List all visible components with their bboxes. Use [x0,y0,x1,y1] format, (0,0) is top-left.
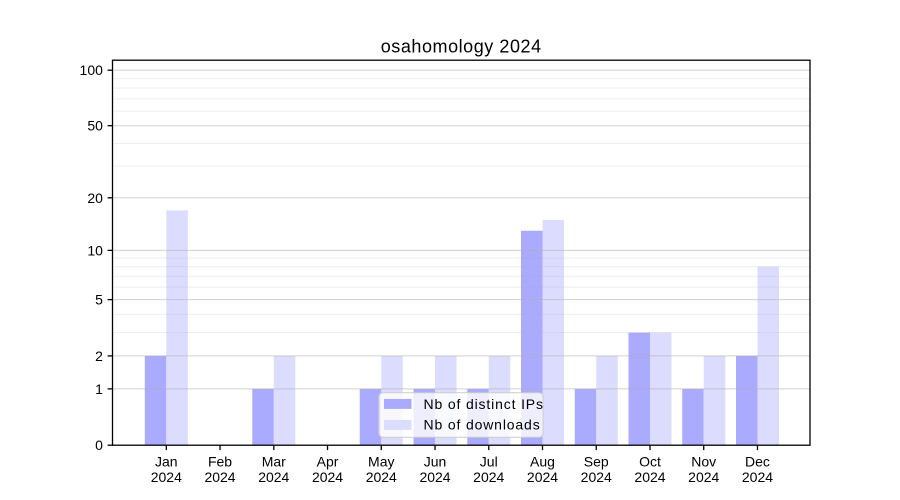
svg-text:2: 2 [95,348,103,364]
svg-text:10: 10 [87,242,103,258]
svg-text:2024: 2024 [204,469,235,485]
svg-text:2024: 2024 [634,469,665,485]
svg-text:Nov: Nov [691,454,716,470]
svg-text:May: May [368,454,394,470]
svg-text:2024: 2024 [419,469,450,485]
svg-text:0: 0 [95,437,103,453]
svg-text:2024: 2024 [581,469,612,485]
svg-text:Aug: Aug [530,454,555,470]
svg-text:Jun: Jun [424,454,447,470]
svg-text:Apr: Apr [317,454,339,470]
svg-text:2024: 2024 [312,469,343,485]
svg-text:1: 1 [95,381,103,397]
svg-text:50: 50 [87,118,103,134]
svg-text:20: 20 [87,190,103,206]
svg-text:2024: 2024 [366,469,397,485]
svg-text:5: 5 [95,292,103,308]
svg-text:2024: 2024 [527,469,558,485]
svg-text:2024: 2024 [258,469,289,485]
svg-text:2024: 2024 [688,469,719,485]
svg-text:Feb: Feb [208,454,232,470]
svg-text:Nb of downloads: Nb of downloads [424,416,541,432]
svg-text:Nb of distinct IPs: Nb of distinct IPs [424,396,544,412]
svg-text:2024: 2024 [473,469,504,485]
svg-text:osahomology 2024: osahomology 2024 [381,36,542,56]
svg-text:Jan: Jan [155,454,178,470]
svg-text:Mar: Mar [262,454,286,470]
svg-text:2024: 2024 [742,469,773,485]
svg-text:Dec: Dec [745,454,770,470]
svg-text:Sep: Sep [584,454,609,470]
svg-text:2024: 2024 [151,469,182,485]
svg-text:Oct: Oct [639,454,661,470]
svg-text:100: 100 [80,62,104,78]
svg-text:Jul: Jul [480,454,498,470]
